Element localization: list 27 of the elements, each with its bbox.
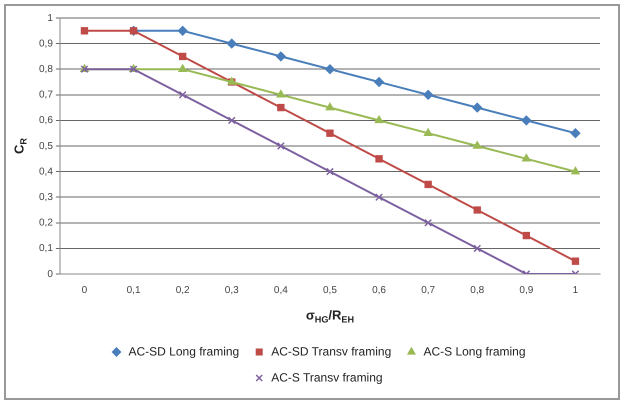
x-tick-label: 0,2 bbox=[176, 284, 190, 296]
y-tick-label: 0,7 bbox=[38, 90, 54, 101]
y-tick-label: 0,1 bbox=[38, 243, 54, 254]
x-tick-label: 0,9 bbox=[519, 284, 534, 296]
x-tick-label: 0,3 bbox=[224, 284, 240, 296]
legend-label: AC-SD Transv framing bbox=[271, 344, 392, 358]
x-tick-label: 1 bbox=[572, 284, 579, 296]
x-tick-label: 0 bbox=[82, 284, 88, 296]
legend-label: AC-S Long framing bbox=[423, 344, 526, 358]
y-tick-label: 0,6 bbox=[38, 115, 54, 126]
x-tick-label: 0,8 bbox=[470, 284, 485, 296]
x-tick-label: 0,4 bbox=[274, 284, 288, 296]
x-tick-label: 0,7 bbox=[421, 284, 436, 296]
y-tick-label: 0,2 bbox=[38, 218, 54, 229]
x-tick-label: 0,6 bbox=[372, 284, 386, 296]
legend-label: AC-SD Long framing bbox=[128, 344, 240, 358]
x-tick-label: 0,1 bbox=[126, 284, 141, 296]
x-tick-label: 0,5 bbox=[323, 284, 338, 296]
legend-label: AC-S Transv framing bbox=[271, 370, 383, 384]
y-tick-label: 0,3 bbox=[38, 192, 54, 203]
y-tick-label: 0,4 bbox=[38, 166, 54, 178]
y-tick-label: 0,9 bbox=[38, 38, 54, 50]
y-tick-label: 0,8 bbox=[38, 64, 54, 75]
y-tick-label: 1 bbox=[47, 12, 54, 24]
y-tick-label: 0 bbox=[47, 268, 54, 280]
y-axis-title: CR bbox=[11, 138, 28, 154]
y-tick-label: 0,5 bbox=[38, 140, 54, 152]
